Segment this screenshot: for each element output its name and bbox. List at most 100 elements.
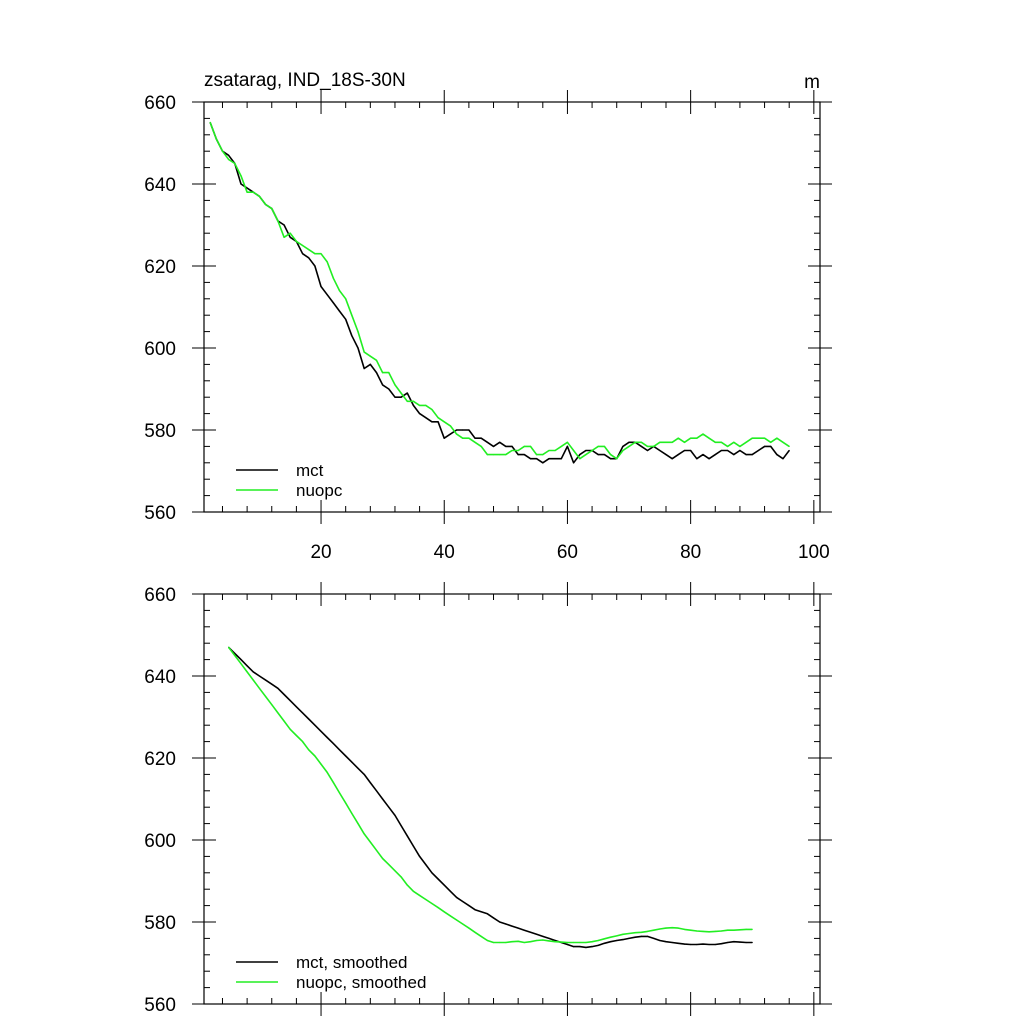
data-point <box>603 454 606 456</box>
data-point <box>714 930 716 933</box>
data-point <box>338 749 341 751</box>
data-point <box>406 835 408 837</box>
data-point <box>727 929 729 931</box>
data-point <box>610 454 612 456</box>
data-point <box>671 458 673 460</box>
data-point <box>505 445 507 447</box>
data-point <box>240 663 242 665</box>
data-point <box>591 941 593 943</box>
data-point <box>714 441 716 443</box>
data-point <box>757 449 760 452</box>
data-point <box>400 396 402 398</box>
data-point <box>314 253 316 255</box>
data-point <box>486 454 488 456</box>
data-point <box>745 454 747 456</box>
data-point <box>425 898 427 901</box>
x-tick-label: 60 <box>557 542 578 563</box>
data-point <box>622 445 624 447</box>
data-point <box>345 298 347 300</box>
data-point <box>566 941 569 944</box>
data-point <box>246 671 248 673</box>
data-point <box>764 437 766 439</box>
data-point <box>757 437 760 439</box>
data-point <box>560 445 562 447</box>
data-point <box>400 825 402 827</box>
x-tick-label: 100 <box>798 542 830 563</box>
data-point <box>566 445 569 447</box>
data-point <box>579 454 581 456</box>
data-point <box>456 896 458 899</box>
data-point <box>357 823 359 825</box>
legend-label-mct-smoothed: mct, smoothed <box>296 953 408 972</box>
data-point <box>597 445 599 447</box>
data-point <box>265 203 267 206</box>
data-point <box>536 454 538 456</box>
data-point <box>733 941 735 943</box>
data-point <box>696 458 698 460</box>
data-point <box>634 936 636 938</box>
data-point <box>332 782 334 784</box>
data-point <box>412 400 414 402</box>
data-point <box>739 449 741 452</box>
data-point <box>751 928 753 931</box>
x-tick-label: 20 <box>310 542 331 563</box>
data-point <box>277 712 279 714</box>
data-point <box>468 437 470 439</box>
bottom-panel: 560 580 600 620 640 660 mct, smoothed nuopc, … <box>144 582 832 1016</box>
data-point <box>486 939 488 942</box>
data-point <box>751 437 753 439</box>
data-point <box>449 915 451 917</box>
data-point <box>511 941 513 943</box>
data-point <box>603 445 606 447</box>
data-point <box>283 224 285 226</box>
y-tick-label: 600 <box>144 339 176 360</box>
data-point <box>517 449 519 452</box>
series-lines <box>227 646 753 949</box>
data-point <box>677 437 679 439</box>
data-point <box>246 665 248 667</box>
data-point <box>382 798 384 800</box>
data-point <box>443 437 445 439</box>
data-point <box>696 930 698 932</box>
data-point <box>406 884 408 886</box>
data-point <box>320 763 322 765</box>
series-line-nuopc-smoothed <box>227 646 753 944</box>
data-point <box>745 928 747 931</box>
y-tick-label: 640 <box>144 175 176 196</box>
data-point <box>271 704 273 706</box>
data-point <box>271 208 273 210</box>
data-point <box>357 331 359 333</box>
data-point <box>745 941 747 944</box>
data-point <box>425 417 427 419</box>
data-point <box>357 347 359 349</box>
data-point <box>683 441 686 443</box>
data-point <box>474 909 476 911</box>
data-point <box>326 294 328 296</box>
data-point <box>283 720 285 722</box>
data-point <box>536 933 538 935</box>
data-point <box>782 458 784 460</box>
data-point <box>246 191 248 193</box>
data-point <box>505 923 507 925</box>
data-point <box>295 706 297 708</box>
data-point <box>394 396 396 398</box>
data-point <box>523 941 525 944</box>
data-point <box>659 939 661 942</box>
top-panel: zsatarag, IND_18S-30N m 560 580 600 620 640 6… <box>144 70 832 563</box>
data-point <box>375 790 378 792</box>
data-point <box>665 441 667 443</box>
data-point <box>573 941 575 944</box>
data-point <box>449 433 451 435</box>
data-point <box>702 930 704 933</box>
data-point <box>412 845 414 847</box>
data-point <box>764 445 766 447</box>
data-point <box>258 687 260 689</box>
data-point <box>683 449 686 452</box>
data-point <box>302 244 304 247</box>
data-point <box>258 675 260 677</box>
data-point <box>603 938 606 940</box>
legend-label-mct: mct <box>296 461 324 480</box>
data-point <box>425 404 427 406</box>
data-point <box>585 454 587 456</box>
data-point <box>727 941 729 944</box>
